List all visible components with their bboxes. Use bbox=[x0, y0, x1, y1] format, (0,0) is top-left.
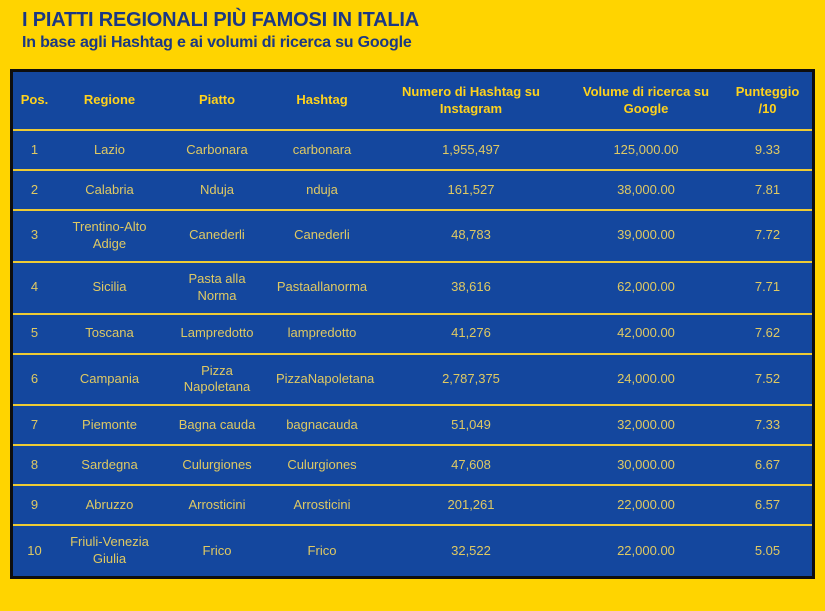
table-row: 6 Campania Pizza Napoletana PizzaNapoletana… bbox=[13, 353, 812, 406]
table-cell-pos: 9 bbox=[30, 496, 39, 512]
table-cell-piatto: Canederli bbox=[189, 227, 245, 243]
table-cell-regione: Calabria bbox=[85, 181, 134, 197]
table-cell-regione: Sardegna bbox=[81, 456, 138, 472]
table-cell-score: 7.71 bbox=[754, 279, 781, 295]
table-cell-hashtag: carbonara bbox=[292, 141, 352, 157]
table-row: 1 Lazio Carbonara carbonara 1,955,497 125,000… bbox=[13, 130, 812, 170]
table-cell-hashtag: nduja bbox=[306, 181, 338, 197]
table-cell-regione: Abruzzo bbox=[85, 496, 134, 512]
table-cell-google-volume: 42,000.00 bbox=[617, 325, 675, 341]
column-header-score: Punteggio /10 bbox=[735, 83, 800, 116]
column-header-piatto: Piatto bbox=[198, 92, 236, 108]
table-cell-instagram-hashtags: 1,955,497 bbox=[442, 141, 500, 157]
table-cell-regione: Lazio bbox=[93, 141, 126, 157]
table-row: 8 Sardegna Culurgiones Culurgiones 47,608 30,… bbox=[13, 445, 812, 485]
table-row: 4 Sicilia Pasta alla Norma Pastaallanorma 38… bbox=[13, 261, 812, 314]
table-cell-piatto: Nduja bbox=[200, 181, 234, 197]
table-cell-piatto: Bagna cauda bbox=[178, 416, 256, 432]
table-row: 2 Calabria Nduja nduja 161,527 38,000.00 7.81 bbox=[13, 170, 812, 210]
table-cell-hashtag: Culurgiones bbox=[287, 456, 357, 472]
column-header-google-volume: Volume di ricerca su Google bbox=[582, 83, 710, 116]
table-header-row: Pos. Regione Piatto Hashtag Numero di Hashta… bbox=[13, 72, 812, 130]
table-cell-instagram-hashtags: 41,276 bbox=[451, 325, 491, 341]
table-cell-instagram-hashtags: 2,787,375 bbox=[442, 371, 500, 386]
table-cell-google-volume: 24,000.00 bbox=[617, 371, 675, 386]
table-cell-google-volume: 22,000.00 bbox=[617, 542, 675, 558]
table-cell-google-volume: 39,000.00 bbox=[617, 227, 675, 243]
table-row: 3 Trentino-Alto Adige Canederli Canederli 48… bbox=[13, 210, 812, 262]
table-cell-score: 7.62 bbox=[754, 325, 781, 341]
page-header: I PIATTI REGIONALI PIÙ FAMOSI IN ITALIA … bbox=[0, 0, 825, 52]
table-cell-pos: 2 bbox=[30, 181, 39, 197]
table-cell-regione: Trentino-Alto Adige bbox=[72, 219, 147, 251]
table-cell-regione: Campania bbox=[79, 371, 140, 386]
table-cell-instagram-hashtags: 51,049 bbox=[451, 416, 491, 432]
table-row: 9 Abruzzo Arrosticini Arrosticini 201,261 22,… bbox=[13, 485, 812, 525]
table-cell-hashtag: Frico bbox=[307, 542, 337, 558]
page-title: I PIATTI REGIONALI PIÙ FAMOSI IN ITALIA bbox=[22, 9, 420, 31]
table-cell-google-volume: 62,000.00 bbox=[617, 279, 675, 295]
table-cell-hashtag: Pastaallanorma bbox=[276, 279, 368, 295]
table-cell-hashtag: Arrosticini bbox=[293, 496, 351, 512]
ranking-table: Pos. Regione Piatto Hashtag Numero di Hashta… bbox=[13, 72, 812, 577]
table-cell-pos: 3 bbox=[30, 227, 39, 243]
table-cell-instagram-hashtags: 48,783 bbox=[451, 227, 491, 243]
column-header-hashtag: Hashtag bbox=[296, 92, 348, 108]
table-cell-instagram-hashtags: 47,608 bbox=[451, 456, 491, 472]
table-cell-piatto: Culurgiones bbox=[182, 456, 252, 472]
table-row: 10 Friuli-Venezia Giulia Frico Frico 32,522 2… bbox=[13, 525, 812, 576]
table-cell-score: 6.67 bbox=[754, 456, 781, 472]
table-cell-instagram-hashtags: 32,522 bbox=[451, 542, 491, 558]
table-cell-score: 9.33 bbox=[754, 141, 781, 157]
table-cell-score: 7.33 bbox=[754, 416, 781, 432]
table-cell-pos: 4 bbox=[30, 279, 39, 295]
table-cell-pos: 5 bbox=[30, 325, 39, 341]
table-cell-regione: Toscana bbox=[85, 325, 134, 341]
table-cell-piatto: Pasta alla Norma bbox=[188, 270, 246, 303]
table-cell-score: 7.52 bbox=[754, 371, 781, 386]
table-cell-instagram-hashtags: 201,261 bbox=[447, 496, 495, 512]
table-cell-regione: Sicilia bbox=[92, 279, 127, 295]
table-cell-piatto: Carbonara bbox=[186, 141, 248, 157]
table-cell-hashtag: bagnacauda bbox=[286, 416, 358, 432]
table-cell-pos: 8 bbox=[30, 456, 39, 472]
table-cell-pos: 10 bbox=[27, 542, 42, 558]
table-cell-instagram-hashtags: 38,616 bbox=[451, 279, 491, 295]
table-cell-score: 7.72 bbox=[754, 227, 781, 243]
column-header-pos: Pos. bbox=[20, 92, 49, 108]
table-cell-google-volume: 22,000.00 bbox=[617, 496, 675, 512]
table-cell-hashtag: Canederli bbox=[294, 227, 350, 243]
table-cell-piatto: Lampredotto bbox=[180, 325, 254, 341]
table-cell-score: 6.57 bbox=[754, 496, 781, 512]
table-cell-hashtag: PizzaNapoletana bbox=[276, 371, 375, 386]
page-subtitle: In base agli Hashtag e ai volumi di rice… bbox=[22, 34, 412, 51]
table-cell-instagram-hashtags: 161,527 bbox=[447, 181, 495, 197]
table-cell-piatto: Arrosticini bbox=[188, 496, 246, 512]
table-cell-piatto: Frico bbox=[202, 542, 232, 558]
table-cell-google-volume: 32,000.00 bbox=[617, 416, 675, 432]
table-cell-regione: Friuli-Venezia Giulia bbox=[70, 534, 149, 567]
table-row: 5 Toscana Lampredotto lampredotto 41,276 42,0… bbox=[13, 313, 812, 354]
table-cell-google-volume: 38,000.00 bbox=[617, 181, 675, 197]
table-row: 7 Piemonte Bagna cauda bagnacauda 51,049 32,0… bbox=[13, 405, 812, 445]
table-cell-regione: Piemonte bbox=[82, 416, 137, 432]
table-cell-google-volume: 30,000.00 bbox=[617, 456, 675, 472]
ranking-table-frame: Pos. Regione Piatto Hashtag Numero di Hashta… bbox=[10, 69, 815, 580]
column-header-instagram-hashtags: Numero di Hashtag su Instagram bbox=[402, 83, 540, 116]
table-cell-pos: 7 bbox=[30, 416, 39, 432]
column-header-regione: Regione bbox=[83, 92, 136, 108]
table-cell-score: 7.81 bbox=[754, 181, 781, 197]
table-cell-google-volume: 125,000.00 bbox=[613, 141, 679, 157]
table-cell-hashtag: lampredotto bbox=[287, 325, 357, 341]
table-cell-piatto: Pizza Napoletana bbox=[183, 362, 251, 395]
table-cell-pos: 1 bbox=[30, 141, 39, 157]
table-cell-score: 5.05 bbox=[754, 542, 781, 558]
table-cell-pos: 6 bbox=[30, 371, 39, 386]
